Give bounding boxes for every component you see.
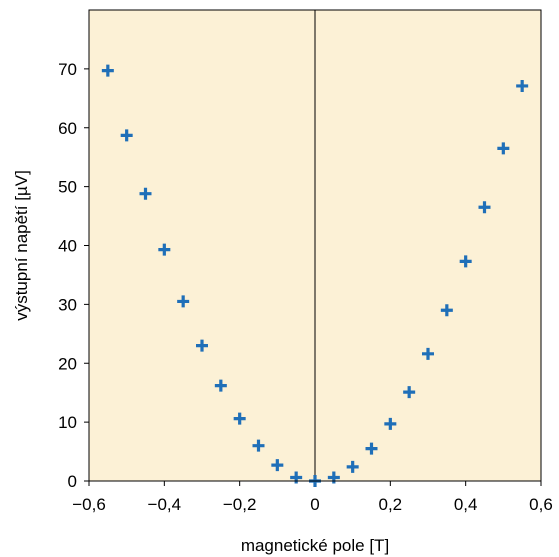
data-point: [252, 439, 265, 452]
x-axis-title: magnetické pole [T]: [241, 536, 389, 555]
data-point: [177, 295, 190, 308]
x-tick-label: −0,6: [72, 495, 106, 514]
x-tick-label: 0: [310, 495, 319, 514]
y-tick-label: 0: [68, 472, 77, 491]
data-point: [196, 339, 208, 352]
y-tick-label: 20: [58, 354, 77, 373]
x-axis: −0,6 −0,4 −0,2 0 0,2 0,4 0,6: [72, 481, 553, 514]
y-axis-title: výstupní napětí [µV]: [12, 170, 31, 321]
x-tick-label: −0,2: [223, 495, 257, 514]
y-tick-label: 70: [58, 60, 77, 79]
data-point: [403, 386, 416, 399]
data-point: [516, 79, 529, 92]
y-tick-label: 30: [58, 295, 77, 314]
y-tick-label: 10: [58, 413, 77, 432]
data-point: [271, 459, 284, 472]
x-tick-label: 0,4: [454, 495, 478, 514]
data-point: [422, 347, 434, 360]
data-point: [497, 142, 510, 155]
y-axis: 0 10 20 30 40 50 60 70: [58, 60, 89, 491]
plot-frame: [88, 9, 542, 482]
data-point: [440, 304, 453, 317]
data-point: [233, 412, 246, 425]
data-point: [120, 129, 133, 142]
data-point: [459, 255, 472, 268]
x-tick-label: 0,6: [529, 495, 553, 514]
y-tick-label: 50: [58, 178, 77, 197]
y-tick-label: 60: [58, 119, 77, 138]
x-tick-label: 0,2: [379, 495, 403, 514]
data-point: [478, 201, 491, 214]
data-point: [139, 187, 152, 200]
x-tick-label: −0,4: [148, 495, 182, 514]
data-point: [346, 460, 359, 473]
data-point: [101, 64, 114, 77]
data-point: [158, 243, 171, 256]
data-point: [384, 417, 397, 430]
y-tick-label: 40: [58, 237, 77, 256]
data-point: [365, 442, 378, 455]
data-point: [214, 379, 227, 392]
